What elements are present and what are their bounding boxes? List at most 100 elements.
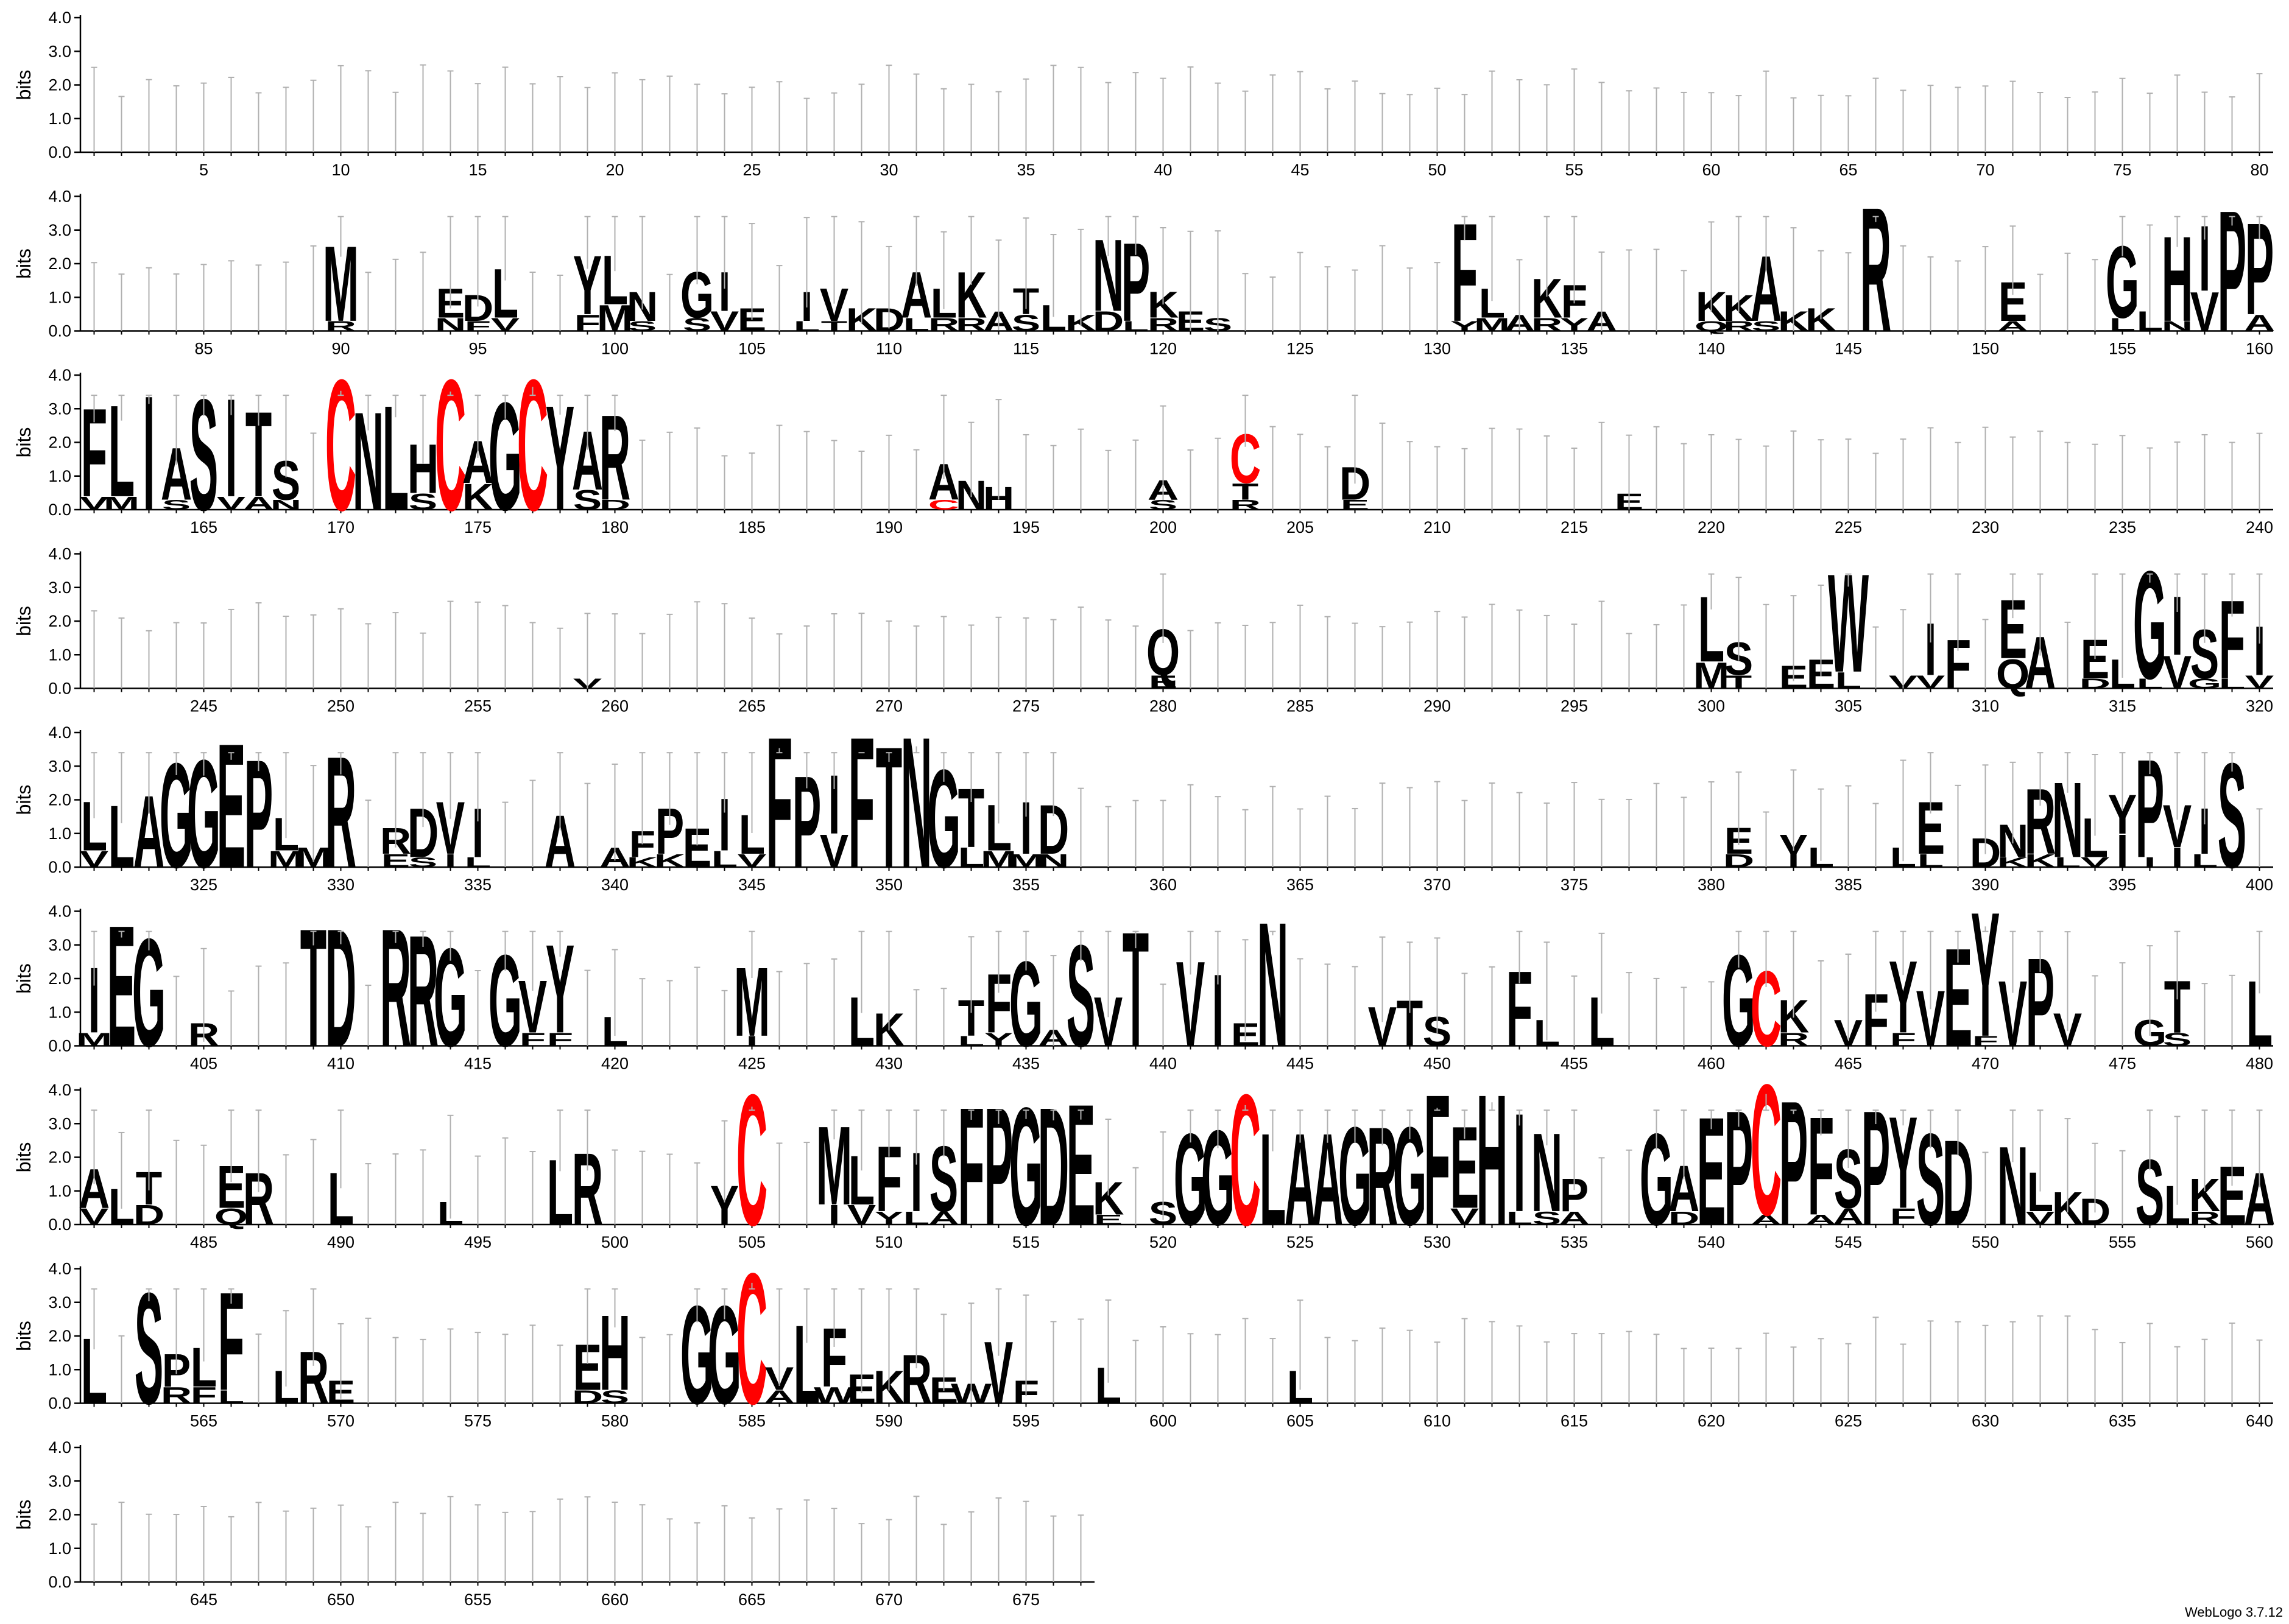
logo-letter: V — [217, 493, 246, 514]
logo-letter: V — [820, 825, 848, 877]
x-tick-label: 345 — [738, 876, 766, 894]
logo-letter: D — [1668, 1207, 1699, 1229]
logo-letter: A — [928, 1207, 959, 1229]
logo-letter: V — [491, 314, 520, 335]
x-tick-label: 225 — [1835, 518, 1862, 536]
logo-letter: R — [161, 1382, 192, 1408]
y-tick-label: 2.0 — [48, 969, 71, 988]
logo-letter: I — [445, 850, 457, 871]
logo-letter: M — [981, 846, 1017, 873]
logo-letter: I — [719, 261, 731, 323]
logo-letter: S — [2163, 1028, 2192, 1050]
logo-letter: N — [270, 497, 302, 513]
y-tick-label: 0.0 — [48, 1394, 71, 1413]
x-tick-label: 85 — [194, 340, 213, 358]
logo-letter: T — [1123, 898, 1149, 1081]
y-tick-label: 1.0 — [48, 1539, 71, 1558]
logo-letter: I — [2254, 612, 2266, 691]
x-tick-label: 25 — [742, 161, 761, 179]
x-tick-label: 375 — [1561, 876, 1588, 894]
x-tick-label: 120 — [1149, 340, 1177, 358]
x-tick-label: 275 — [1012, 697, 1040, 715]
x-tick-label: 635 — [2109, 1412, 2136, 1430]
logo-letter: R — [1723, 318, 1754, 334]
x-tick-label: 510 — [875, 1233, 903, 1251]
logo-letter: V — [2245, 671, 2274, 692]
logo-letter: H — [1476, 1056, 1508, 1265]
logo-letter: M — [76, 1028, 112, 1050]
x-tick-label: 540 — [1698, 1233, 1725, 1251]
x-tick-label: 475 — [2109, 1055, 2136, 1073]
logo-letter: M — [597, 298, 633, 339]
y-tick-label: 3.0 — [48, 221, 71, 239]
y-tick-label: 3.0 — [48, 757, 71, 775]
x-tick-label: 445 — [1286, 1055, 1314, 1073]
logo-letter: P — [1861, 1077, 1890, 1260]
x-tick-label: 585 — [738, 1412, 766, 1430]
x-tick-label: 350 — [875, 876, 903, 894]
x-tick-label: 175 — [464, 518, 492, 536]
logo-letter: L — [2137, 676, 2163, 692]
logo-letter: E — [1067, 1068, 1095, 1261]
logo-letter: C — [928, 497, 959, 513]
logo-letter: I — [2199, 207, 2211, 311]
logo-letter: S — [683, 314, 711, 335]
x-tick-label: 665 — [738, 1591, 766, 1609]
logo-letter: L — [2219, 676, 2245, 692]
logo-letter: S — [162, 497, 191, 513]
y-tick-label: 2.0 — [48, 1506, 71, 1524]
logo-letter: K — [462, 476, 493, 518]
x-tick-label: 140 — [1698, 340, 1725, 358]
x-tick-label: 575 — [464, 1412, 492, 1430]
y-tick-label: 0.0 — [48, 1573, 71, 1591]
x-tick-label: 295 — [1561, 697, 1588, 715]
x-tick-label: 165 — [190, 518, 217, 536]
logo-letter: I — [1020, 787, 1032, 870]
logo-letter: D — [1723, 850, 1754, 871]
logo-letter: D — [133, 1200, 164, 1231]
y-tick-label: 3.0 — [48, 578, 71, 597]
x-tick-label: 480 — [2246, 1055, 2273, 1073]
logo-letter: A — [764, 1386, 795, 1407]
logo-letter: V — [2081, 855, 2109, 871]
logo-letter: C — [736, 1235, 767, 1444]
software-credit: WebLogo 3.7.12 — [2184, 1605, 2283, 1620]
logo-letter: V — [710, 306, 739, 337]
logo-letter: F — [191, 1382, 217, 1408]
x-tick-label: 55 — [1565, 161, 1583, 179]
logo-letter: L — [2192, 850, 2218, 871]
logo-letter: I — [828, 1200, 841, 1231]
x-tick-label: 455 — [1561, 1055, 1588, 1073]
x-tick-label: 440 — [1149, 1055, 1177, 1073]
y-axis-label: bits — [13, 963, 35, 994]
y-tick-label: 1.0 — [48, 1182, 71, 1200]
x-tick-label: 10 — [331, 161, 350, 179]
logo-letter: L — [1506, 1207, 1532, 1229]
y-tick-label: 0.0 — [48, 143, 71, 161]
logo-letter: V — [2026, 1207, 2055, 1229]
logo-letter: G — [2188, 676, 2221, 692]
logo-letter: M — [1008, 850, 1044, 871]
x-tick-label: 230 — [1972, 518, 1999, 536]
x-tick-label: 125 — [1286, 340, 1314, 358]
x-tick-label: 20 — [605, 161, 624, 179]
x-tick-label: 70 — [1976, 161, 1994, 179]
x-tick-label: 135 — [1561, 340, 1588, 358]
y-tick-label: 2.0 — [48, 76, 71, 94]
x-tick-label: 245 — [190, 697, 217, 715]
x-tick-label: 315 — [2109, 697, 2136, 715]
logo-letter: I — [2199, 795, 2211, 868]
logo-letter: A — [2244, 310, 2275, 336]
x-tick-label: 365 — [1286, 876, 1314, 894]
x-tick-label: 160 — [2246, 340, 2273, 358]
x-tick-label: 320 — [2246, 697, 2273, 715]
logo-letter: C — [1751, 1046, 1782, 1255]
x-tick-label: 555 — [2109, 1233, 2136, 1251]
logo-letter: A — [1751, 1212, 1782, 1228]
x-tick-label: 565 — [190, 1412, 217, 1430]
x-tick-label: 360 — [1149, 876, 1177, 894]
x-tick-label: 645 — [190, 1591, 217, 1609]
logo-letter: I — [746, 1033, 758, 1049]
y-tick-label: 1.0 — [48, 288, 71, 306]
logo-letter: T — [821, 318, 847, 334]
